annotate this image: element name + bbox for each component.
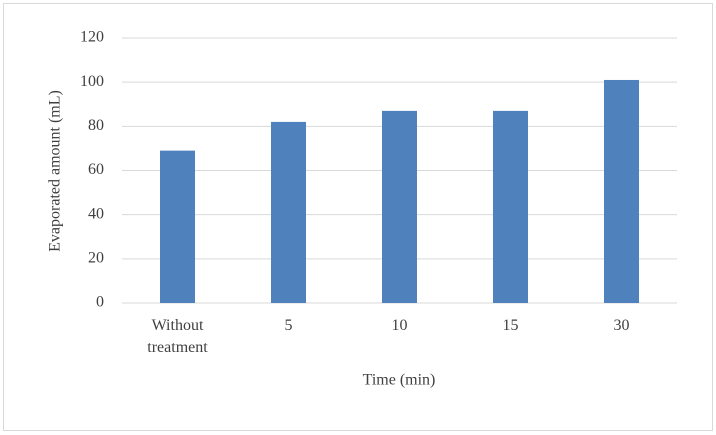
x-tick-label-box: Without treatment [147,317,208,356]
y-tick-label: 120 [80,29,104,46]
x-tick-label-box: 5 [284,317,293,334]
bar [160,150,195,303]
x-tick-label: 15 [502,317,519,334]
x-axis-label: Time (min) [363,372,436,389]
bar [604,79,639,303]
bar [271,121,306,304]
x-tick-label: 10 [391,317,408,334]
bar [493,110,528,303]
y-tick-label: 80 [88,117,104,134]
y-tick-label: 100 [80,73,104,90]
bar [382,110,417,303]
x-tick-label: 30 [613,317,630,334]
x-tick-label-box: 15 [502,317,519,334]
y-tick-label: 20 [88,250,104,267]
y-axis-label: Evaporated amount (mL) [47,90,64,252]
x-tick-label: Without treatment [147,317,208,356]
y-tick-label: 40 [88,205,104,222]
x-tick-label: 5 [284,317,293,334]
chart-border [3,3,713,431]
x-tick-label-box: 10 [391,317,408,334]
y-tick-label: 60 [88,161,104,178]
y-tick-label: 0 [96,294,104,311]
x-tick-label-box: 30 [613,317,630,334]
